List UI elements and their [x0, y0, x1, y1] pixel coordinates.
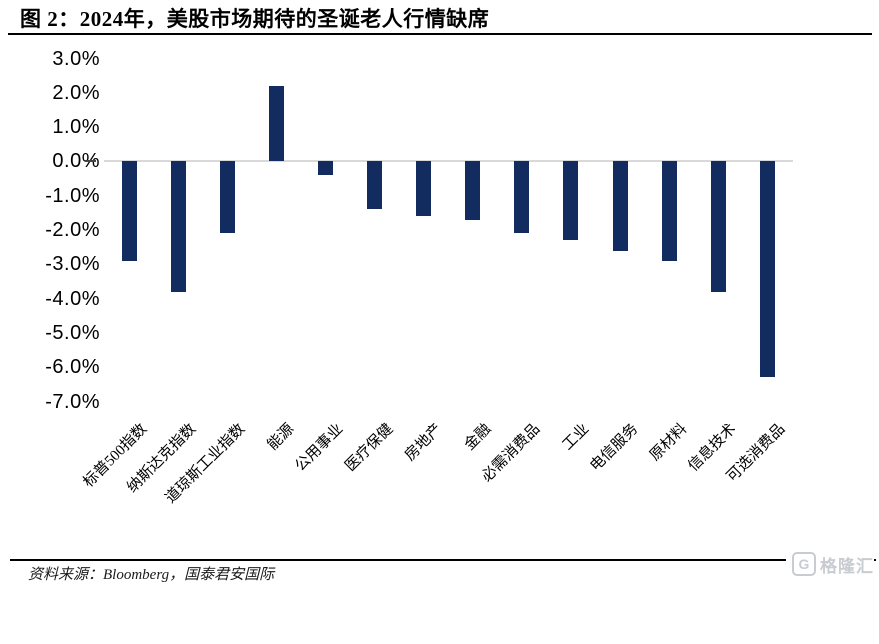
bar-电信服务 — [612, 161, 628, 251]
y-axis-tick-label: -5.0% — [45, 321, 100, 344]
y-axis-tick-label: -3.0% — [45, 253, 100, 276]
y-axis-tick-label: -2.0% — [45, 219, 100, 241]
source-note: 资料来源：Bloomberg，国泰君安国际 — [28, 567, 275, 583]
gelonghui-logo-icon: G — [792, 552, 816, 576]
bar-能源 — [268, 85, 284, 162]
zero-gridline — [104, 160, 793, 163]
zero-axis-tick — [85, 160, 96, 163]
bar-医疗保健 — [367, 161, 382, 210]
y-axis-tick-label: -4.0% — [45, 287, 100, 310]
footer-divider — [10, 559, 876, 561]
y-axis-tick-label: -1.0% — [45, 184, 100, 207]
bar-道琼斯工业指数 — [219, 161, 235, 234]
y-axis-tick-label: 1.0% — [52, 116, 100, 139]
bar-信息技术 — [710, 161, 726, 292]
bar-标普500指数 — [121, 161, 137, 261]
page-title: 图 2：2024年，美股市场期待的圣诞老人行情缺席 — [20, 7, 490, 31]
bar-纳斯达克指数 — [170, 161, 186, 292]
gelonghui-watermark: G 格隆汇 — [786, 550, 874, 578]
y-axis-tick-label: -6.0% — [45, 356, 100, 379]
title-underline — [8, 33, 872, 35]
bar-chart: 3.0% 2.0% 1.0% 0.0% -1.0% -2.0% -3.0% -4.0% -5.0… — [0, 40, 879, 545]
bar-必需消费品 — [514, 161, 530, 234]
bar-可选消费品 — [759, 161, 775, 378]
y-axis-tick-label: 3.0% — [52, 47, 100, 70]
bar-原材料 — [661, 161, 677, 261]
y-axis-tick-label: 0.0% — [52, 150, 100, 173]
bar-房地产 — [416, 161, 432, 217]
bar-工业 — [563, 161, 579, 241]
gelonghui-logo-text: 格隆汇 — [820, 556, 874, 576]
bar-金融 — [465, 161, 481, 220]
y-axis-tick-label: -7.0% — [45, 390, 100, 413]
y-axis-tick-label: 2.0% — [52, 81, 100, 104]
bar-公用事业 — [317, 161, 333, 176]
